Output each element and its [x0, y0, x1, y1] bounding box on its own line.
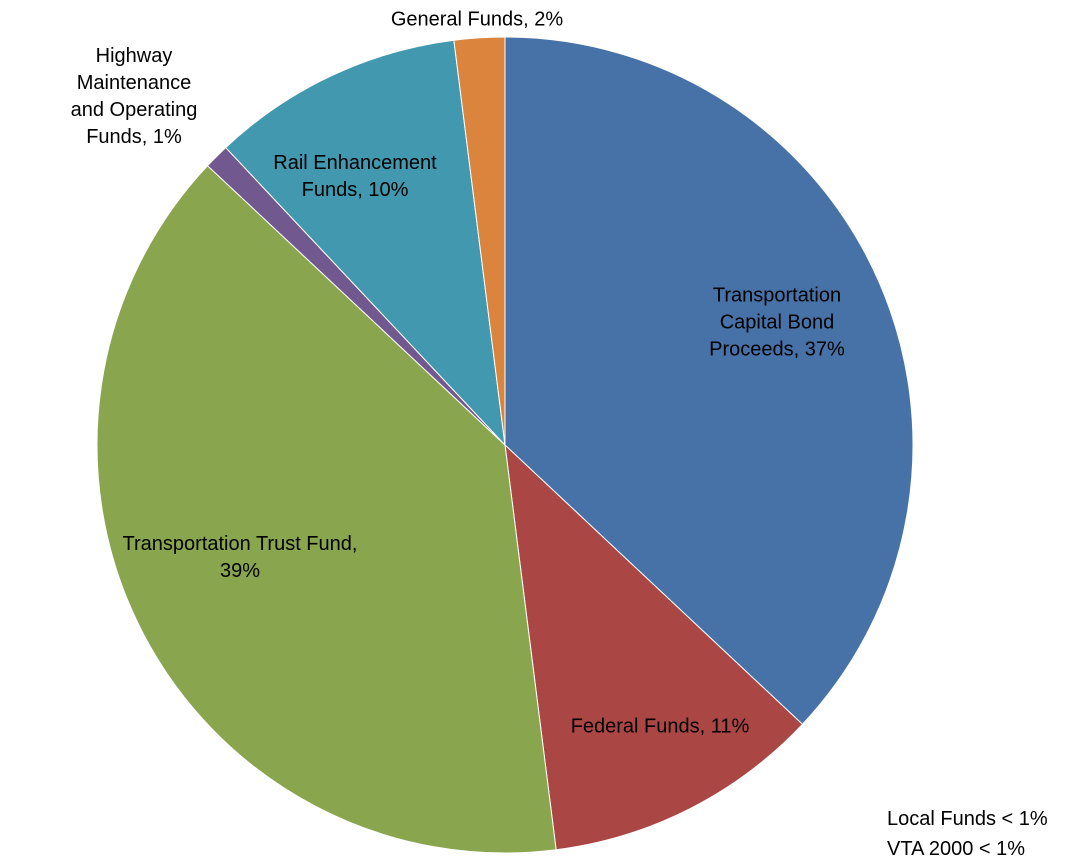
data-label: Highway Maintenance and Operating Funds,… [70, 45, 198, 148]
data-label: Transportation Capital Bond Proceeds, 37… [709, 284, 845, 361]
data-label: General Funds, 2% [390, 8, 564, 31]
data-label: Federal Funds, 11% [570, 715, 750, 738]
pie-slice [453, 36, 506, 446]
pie-slice [504, 443, 804, 851]
data-label: Rail Enhancement Funds, 10% [273, 152, 437, 201]
pie-slice [504, 36, 914, 726]
pie-slice [224, 39, 506, 447]
annotation: VTA 2000 < 1% [887, 838, 1026, 860]
pie-slice [96, 164, 557, 854]
data-label: Transportation Trust Fund, 39% [122, 533, 358, 582]
annotation: Local Funds < 1% [887, 808, 1048, 830]
